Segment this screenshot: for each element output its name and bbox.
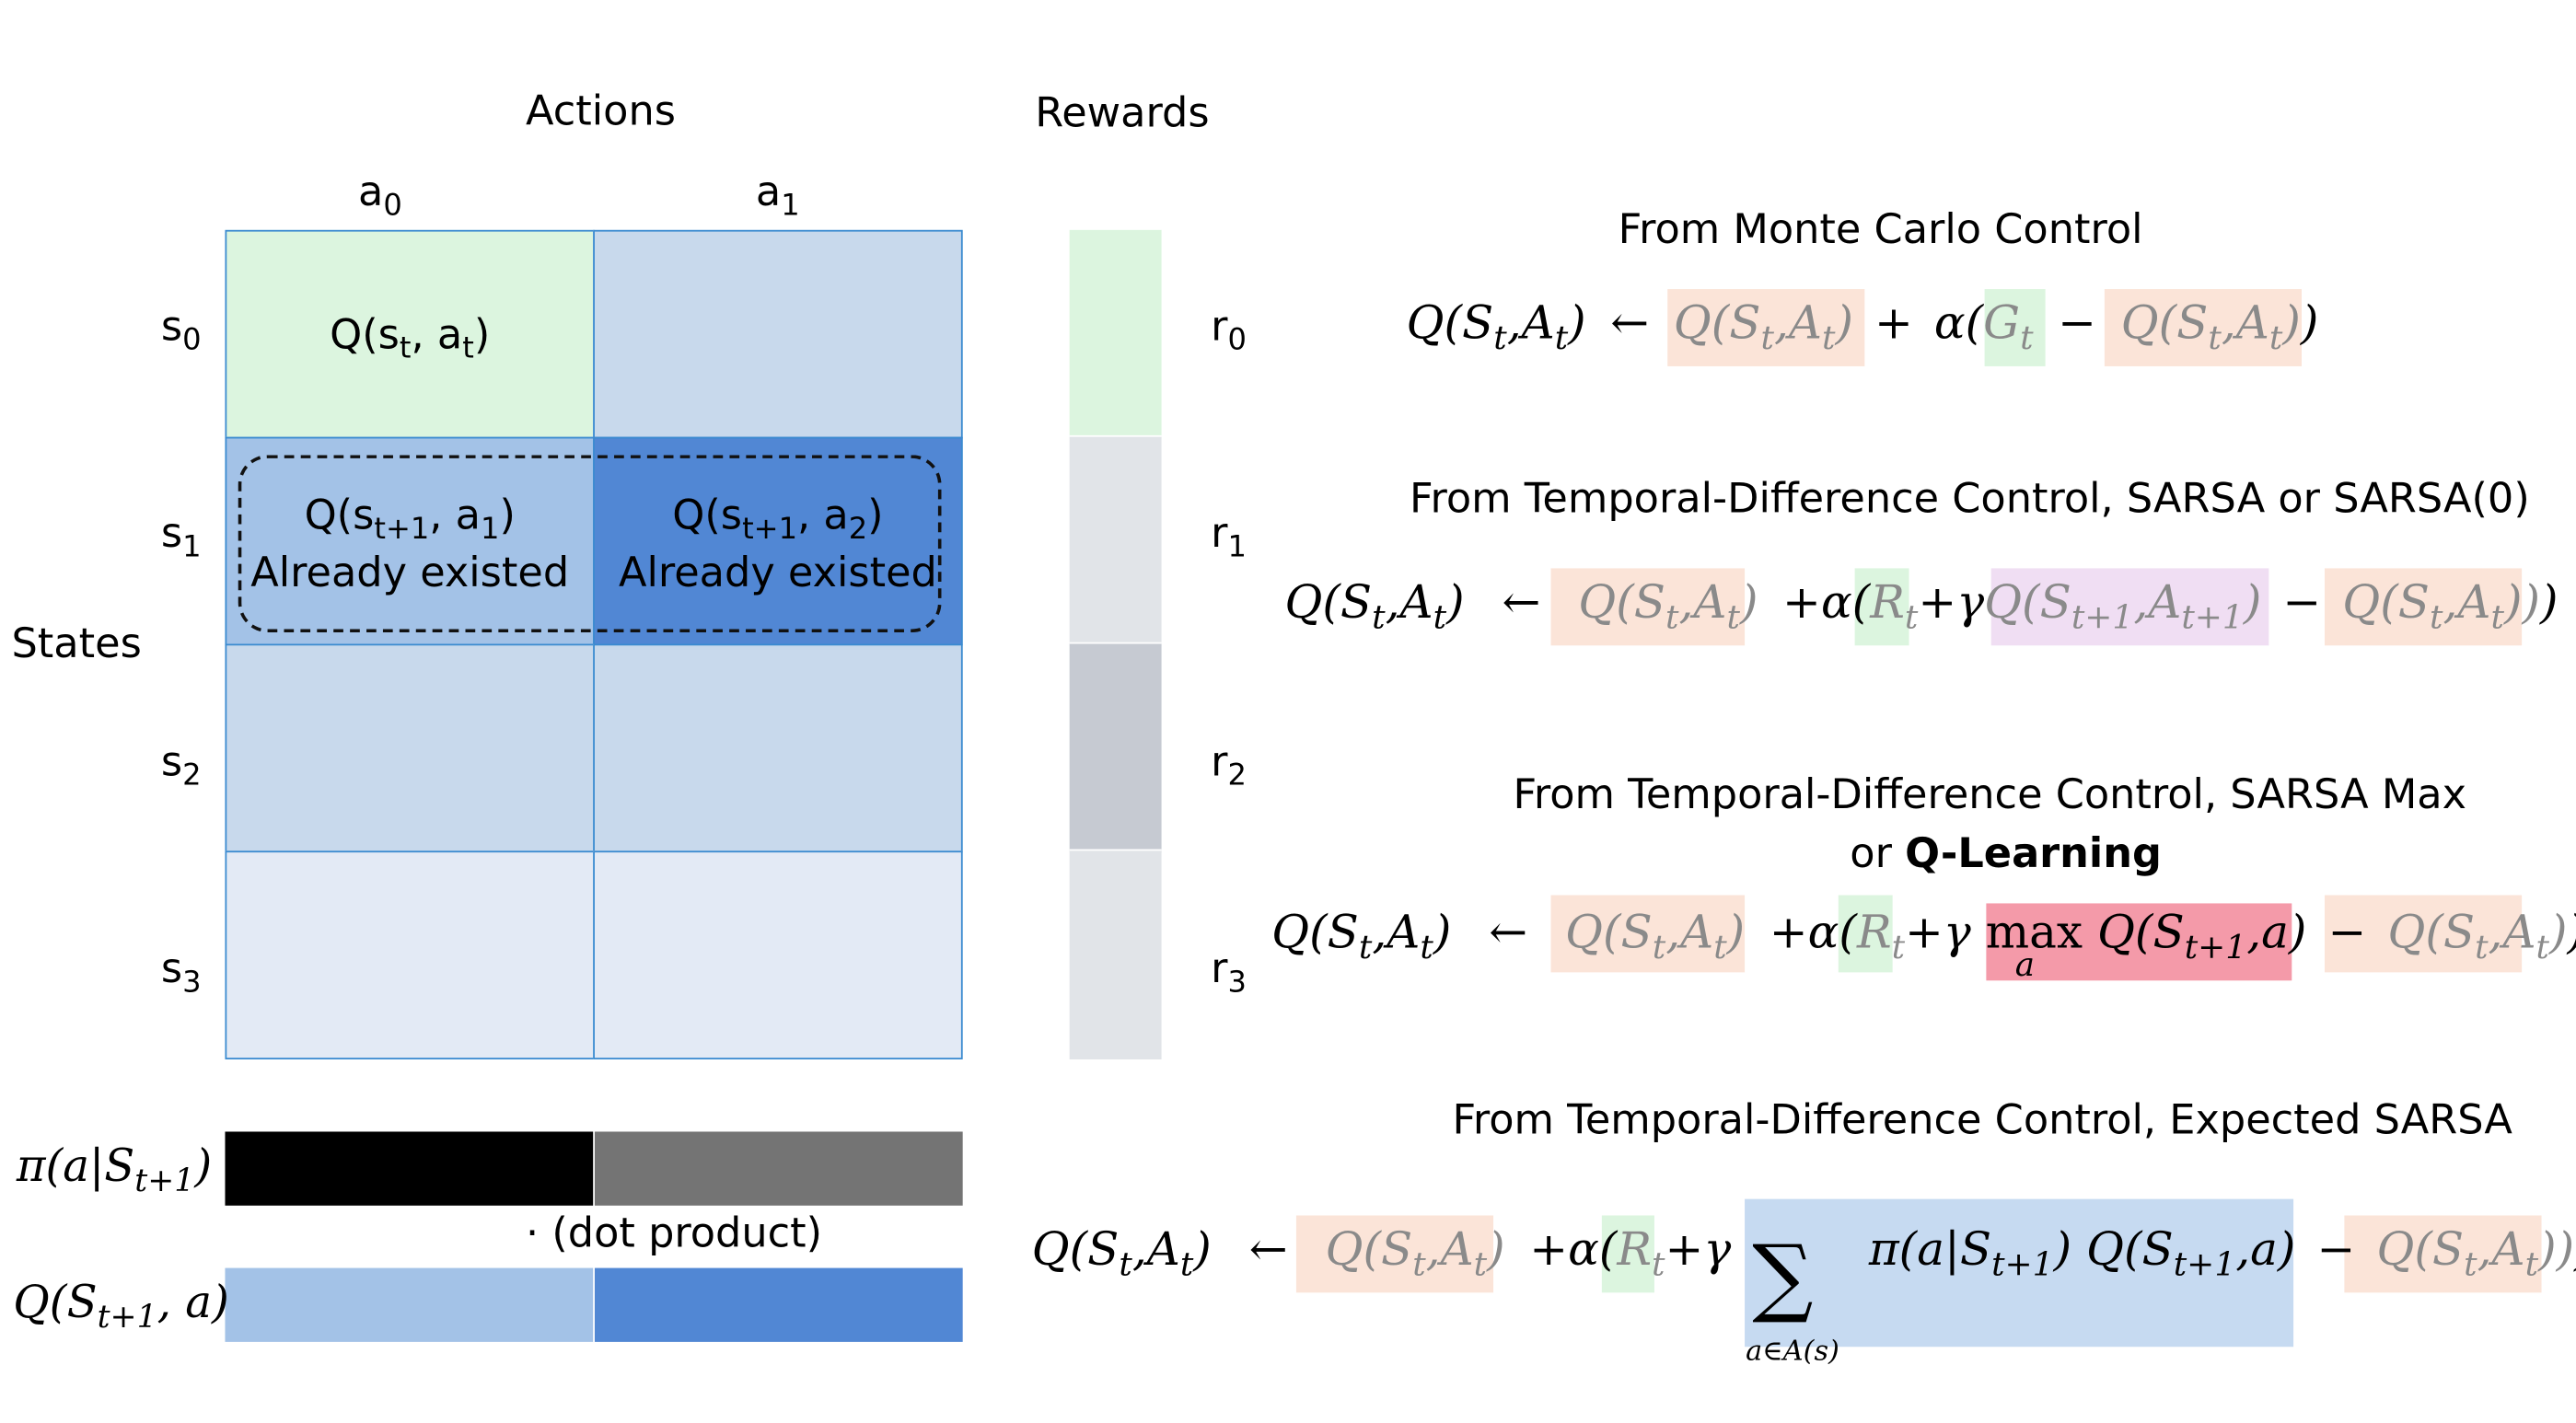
action-label-a1: a1 (755, 168, 800, 224)
ql-q-old-highlight (2324, 895, 2523, 973)
ql-q-highlight (1550, 895, 1746, 973)
q-next-bar-a0 (225, 1267, 594, 1342)
sarsa-equation: Q(St,At) ← Q(St,At) +α(Rt+γQ(St+1,At+1) … (1284, 574, 2559, 637)
reward-label-r0: r0 (1211, 302, 1247, 358)
policy-bar-a1 (594, 1131, 963, 1206)
es-sum-highlight (1745, 1198, 2294, 1348)
mc-title: From Monte Carlo Control (1618, 205, 2143, 253)
q-next-label: Q(St+1, a) (13, 1278, 229, 1336)
q-cell-s2-a1 (593, 643, 963, 853)
sarsa-q-highlight (1550, 568, 1746, 646)
state-label-s2: s2 (160, 737, 202, 793)
q-cell-s0-a0 (225, 229, 595, 439)
reward-cell-r2 (1069, 643, 1162, 853)
sarsa-next-q-highlight (1990, 568, 2269, 646)
q-next-a1-label: Q(st+1, a1) (304, 491, 516, 547)
ql-r-highlight (1838, 895, 1893, 973)
es-q-old-highlight (2344, 1215, 2542, 1293)
sarsa-q-old-highlight (2324, 568, 2523, 646)
mc-q-old-highlight (2104, 289, 2303, 366)
q-cell-s3-a1 (593, 850, 963, 1059)
ql-max-highlight (1986, 903, 2292, 981)
qlearning-title-line1: From Temporal-Difference Control, SARSA … (1513, 769, 2467, 818)
expected-sarsa-title: From Temporal-Difference Control, Expect… (1452, 1095, 2512, 1143)
action-label-a0: a0 (358, 168, 402, 224)
mc-q-highlight (1667, 289, 1865, 366)
q-cell-s3-a0 (225, 850, 595, 1059)
q-current-label: Q(st, at) (330, 310, 491, 366)
q-cell-s2-a0 (225, 643, 595, 853)
sarsa-r-highlight (1854, 568, 1909, 646)
reward-cell-r3 (1069, 850, 1162, 1059)
state-label-s3: s3 (160, 944, 202, 1001)
mc-equation: Q(St,At) ← Q(St,At) + α(Gt − Q(St,At)) (1406, 295, 2319, 358)
qlearning-title-line2: or Q-Learning (1850, 829, 2162, 877)
q-cell-s1-a0 (225, 436, 595, 646)
states-header: States (11, 619, 142, 667)
existing-values-dashed-box (238, 455, 942, 633)
mc-g-highlight (1984, 289, 2046, 366)
q-next-bar-a1 (594, 1267, 963, 1342)
es-r-highlight (1601, 1215, 1654, 1293)
policy-bar-a0 (225, 1131, 594, 1206)
reward-label-r2: r2 (1211, 737, 1247, 793)
expected-sarsa-equation: Q(St,At) ← Q(St,At) +α(Rt+γ ∑ a∈A(s) π(a… (1031, 1221, 2576, 1369)
q-next-a2-label: Q(st+1, a2) (672, 491, 884, 547)
state-label-s0: s0 (160, 302, 202, 358)
reward-label-r1: r1 (1211, 509, 1247, 565)
reward-label-r3: r3 (1211, 944, 1247, 1001)
rewards-header: Rewards (1035, 88, 1210, 137)
qlearning-equation: Q(St,At) ← Q(St,At) +α(Rt+γ max a Q(St+1,… (1271, 905, 2576, 984)
reward-cell-r1 (1069, 436, 1162, 646)
sarsa-title: From Temporal-Difference Control, SARSA … (1410, 474, 2530, 523)
q-next-a1-note: Already existed (250, 549, 570, 596)
reward-cell-r0 (1069, 229, 1162, 439)
q-next-a2-note: Already existed (618, 549, 937, 596)
q-cell-s0-a1 (593, 229, 963, 439)
dot-product-label: · (dot product) (526, 1209, 823, 1257)
state-label-s1: s1 (160, 509, 202, 565)
actions-header: Actions (526, 87, 676, 135)
policy-label: π(a|St+1) (16, 1141, 213, 1200)
es-q-highlight (1295, 1215, 1494, 1293)
